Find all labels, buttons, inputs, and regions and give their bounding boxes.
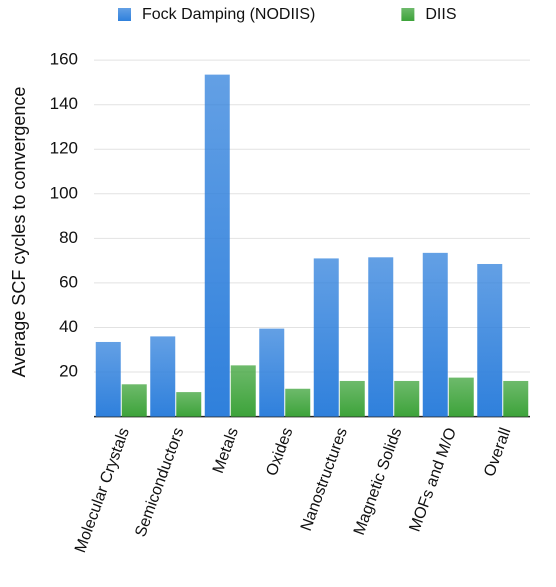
x-tick-label: Oxides	[263, 426, 296, 479]
bar	[150, 336, 176, 417]
y-tick-label: 80	[59, 228, 78, 247]
y-tick-label: 20	[59, 362, 78, 381]
bar	[394, 380, 420, 417]
bar	[121, 384, 147, 417]
bar	[95, 341, 121, 417]
x-tick-label: Nanostructures	[298, 426, 351, 534]
x-tick-label: Molecular Crystals	[72, 426, 133, 555]
x-tick-label: MOFs and M/O	[407, 426, 460, 535]
bar	[503, 380, 529, 417]
legend-swatch	[401, 8, 415, 21]
legend-label: Fock Damping (NODIIS)	[142, 6, 315, 23]
bar	[448, 377, 474, 417]
bar	[176, 392, 202, 417]
y-tick-label: 120	[50, 139, 78, 158]
x-tick-label: Magnetic Solids	[351, 426, 406, 538]
bar	[477, 263, 503, 417]
y-tick-label: 160	[50, 50, 78, 69]
x-tick-label: Semiconductors	[132, 426, 187, 540]
x-tick-label: Metals	[210, 426, 242, 476]
bar	[368, 257, 394, 417]
y-tick-label: 40	[59, 317, 78, 336]
bar	[230, 365, 256, 417]
y-tick-label: 100	[50, 183, 78, 202]
bar	[259, 328, 285, 417]
y-axis-label: Average SCF cycles to convergence	[9, 87, 29, 378]
bar	[313, 258, 339, 417]
bar	[285, 388, 311, 417]
bar	[339, 380, 365, 417]
y-tick-label: 140	[50, 94, 78, 113]
x-tick-label: Overall	[481, 426, 514, 479]
bar	[204, 74, 230, 417]
bar	[422, 252, 448, 417]
y-tick-label: 60	[59, 272, 78, 291]
legend-label: DIIS	[425, 6, 456, 23]
legend-swatch	[118, 8, 131, 21]
